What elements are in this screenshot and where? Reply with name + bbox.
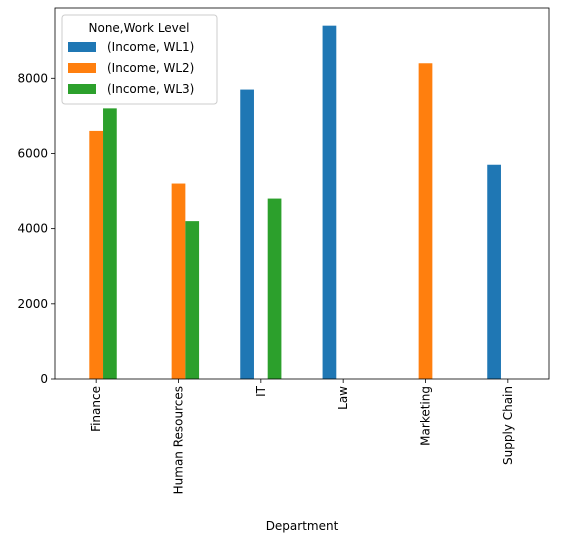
x-tick-label: Human Resources xyxy=(172,386,186,494)
bar xyxy=(487,164,501,379)
bars-layer xyxy=(89,25,501,380)
y-tick-label: 6000 xyxy=(17,146,48,160)
x-tick-label: Marketing xyxy=(419,386,433,446)
y-tick-label: 4000 xyxy=(17,222,48,236)
legend-swatch xyxy=(68,63,96,73)
y-tick-label: 2000 xyxy=(17,297,48,311)
legend-frame xyxy=(61,14,218,105)
bar xyxy=(240,89,254,379)
bar xyxy=(171,183,186,379)
legend-swatch xyxy=(68,84,96,94)
x-tick-label: Supply Chain xyxy=(501,386,515,465)
legend-label: (Income, WL3) xyxy=(107,82,194,96)
bar xyxy=(89,130,104,379)
x-tick-label: Law xyxy=(336,386,350,410)
bar xyxy=(103,108,117,380)
legend-label: (Income, WL2) xyxy=(107,61,194,75)
legend-items: (Income, WL1) (Income, WL2) (Income, WL3) xyxy=(68,40,194,96)
bar xyxy=(418,63,433,379)
x-axis-label: Department xyxy=(266,519,339,533)
bar xyxy=(322,25,337,379)
bar xyxy=(267,198,282,379)
y-tick-label: 8000 xyxy=(17,71,48,85)
x-tick-label: Finance xyxy=(89,386,103,432)
legend-title: None,Work Level xyxy=(89,21,190,35)
y-tick-label: 0 xyxy=(40,372,48,386)
legend-label: (Income, WL1) xyxy=(107,40,194,54)
plot-frame xyxy=(54,7,550,380)
bar xyxy=(185,221,200,379)
axes-layer: 0 2000 4000 6000 8000 Finance Human Resources I… xyxy=(17,7,550,494)
x-tick-label: IT xyxy=(254,385,268,397)
legend-swatch xyxy=(68,42,96,52)
legend: None,Work Level (Income, WL1)(Income, WL… xyxy=(61,14,218,105)
